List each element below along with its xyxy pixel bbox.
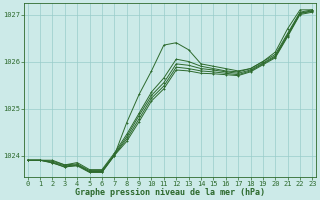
X-axis label: Graphe pression niveau de la mer (hPa): Graphe pression niveau de la mer (hPa): [75, 188, 265, 197]
